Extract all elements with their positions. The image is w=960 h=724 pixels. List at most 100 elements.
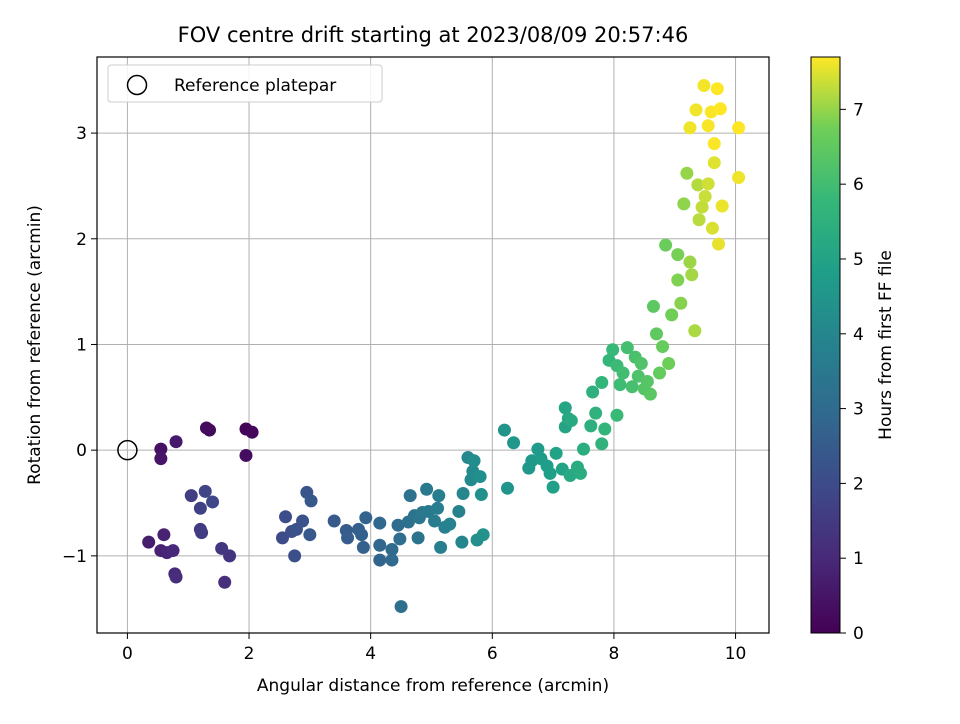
data-point bbox=[697, 79, 711, 93]
data-point bbox=[715, 199, 729, 213]
data-point bbox=[411, 531, 425, 545]
data-point bbox=[558, 401, 572, 415]
colorbar-tick-label: 3 bbox=[853, 400, 864, 420]
data-point bbox=[199, 421, 213, 435]
data-point bbox=[428, 514, 442, 528]
data-point bbox=[620, 341, 634, 355]
data-point bbox=[456, 486, 470, 500]
data-point bbox=[732, 121, 746, 135]
data-point bbox=[707, 156, 721, 170]
data-point bbox=[683, 255, 697, 269]
data-point bbox=[218, 575, 232, 589]
data-point bbox=[549, 446, 563, 460]
data-point bbox=[616, 366, 630, 380]
data-point bbox=[634, 356, 648, 370]
data-points bbox=[117, 79, 746, 614]
data-point bbox=[432, 489, 446, 503]
data-point bbox=[692, 213, 706, 227]
data-point bbox=[695, 200, 709, 214]
data-point bbox=[613, 378, 627, 392]
data-point bbox=[595, 437, 609, 451]
reference-platepar-marker bbox=[117, 439, 138, 461]
data-point bbox=[671, 273, 685, 287]
colorbar-ticks: 0 1 2 3 4 5 6 7 bbox=[840, 100, 864, 644]
data-point bbox=[166, 544, 180, 558]
data-point bbox=[662, 356, 676, 370]
plot-frame bbox=[96, 56, 770, 634]
data-point bbox=[625, 380, 639, 394]
x-tick-label: 8 bbox=[609, 644, 620, 664]
y-axis-ticks: −1 0 1 2 3 bbox=[62, 124, 97, 567]
data-point bbox=[543, 466, 557, 480]
colorbar-tick-label: 6 bbox=[853, 175, 864, 195]
data-point bbox=[341, 531, 355, 545]
data-point bbox=[500, 481, 514, 495]
data-point bbox=[467, 454, 481, 468]
data-point bbox=[169, 435, 183, 449]
y-tick-label: 0 bbox=[76, 441, 87, 461]
data-point bbox=[373, 553, 387, 567]
data-point bbox=[659, 238, 673, 252]
data-point bbox=[689, 103, 703, 117]
data-point bbox=[507, 436, 521, 450]
data-point bbox=[685, 268, 699, 282]
data-point bbox=[671, 248, 685, 262]
y-tick-label: 3 bbox=[76, 124, 87, 144]
data-point bbox=[279, 510, 293, 524]
data-point bbox=[373, 538, 387, 552]
data-point bbox=[245, 425, 259, 439]
data-point bbox=[683, 121, 697, 135]
data-point bbox=[373, 516, 387, 530]
data-point bbox=[434, 540, 448, 554]
data-point bbox=[455, 535, 469, 549]
data-point bbox=[359, 511, 373, 525]
data-point bbox=[296, 514, 310, 528]
data-point bbox=[215, 541, 229, 555]
x-tick-label: 4 bbox=[365, 644, 376, 664]
data-point bbox=[288, 549, 302, 563]
data-point bbox=[688, 324, 702, 338]
data-point bbox=[452, 504, 466, 518]
colorbar-tick-label: 4 bbox=[853, 325, 864, 345]
data-point bbox=[691, 178, 705, 192]
x-tick-label: 2 bbox=[244, 644, 255, 664]
data-point bbox=[546, 480, 560, 494]
data-point bbox=[640, 374, 654, 388]
data-point bbox=[154, 452, 168, 466]
data-point bbox=[142, 535, 156, 549]
data-point bbox=[476, 528, 490, 542]
y-tick-label: −1 bbox=[62, 547, 87, 567]
data-point bbox=[169, 570, 183, 584]
x-tick-label: 10 bbox=[725, 644, 747, 664]
data-point bbox=[304, 494, 318, 508]
data-point bbox=[385, 543, 399, 557]
data-point bbox=[712, 237, 726, 251]
colorbar-tick-label: 0 bbox=[853, 624, 864, 644]
data-point bbox=[701, 177, 715, 191]
data-point bbox=[598, 422, 612, 436]
data-point bbox=[564, 414, 578, 428]
data-point bbox=[710, 82, 724, 96]
data-point bbox=[705, 221, 719, 235]
data-point bbox=[610, 408, 624, 422]
data-point bbox=[713, 102, 727, 116]
legend-marker-icon bbox=[126, 74, 148, 96]
data-point bbox=[198, 484, 212, 498]
colorbar-gradient bbox=[810, 56, 841, 634]
data-point bbox=[393, 532, 407, 546]
data-point bbox=[674, 296, 688, 310]
data-point bbox=[701, 119, 715, 133]
data-point bbox=[443, 517, 457, 531]
data-point bbox=[275, 531, 289, 545]
data-point bbox=[303, 528, 317, 542]
data-point bbox=[327, 514, 341, 528]
data-point bbox=[606, 343, 620, 357]
data-point bbox=[653, 366, 667, 380]
data-point bbox=[239, 448, 253, 462]
data-point bbox=[573, 466, 587, 480]
data-point bbox=[577, 442, 591, 456]
data-point bbox=[431, 501, 445, 515]
data-point bbox=[643, 387, 657, 401]
